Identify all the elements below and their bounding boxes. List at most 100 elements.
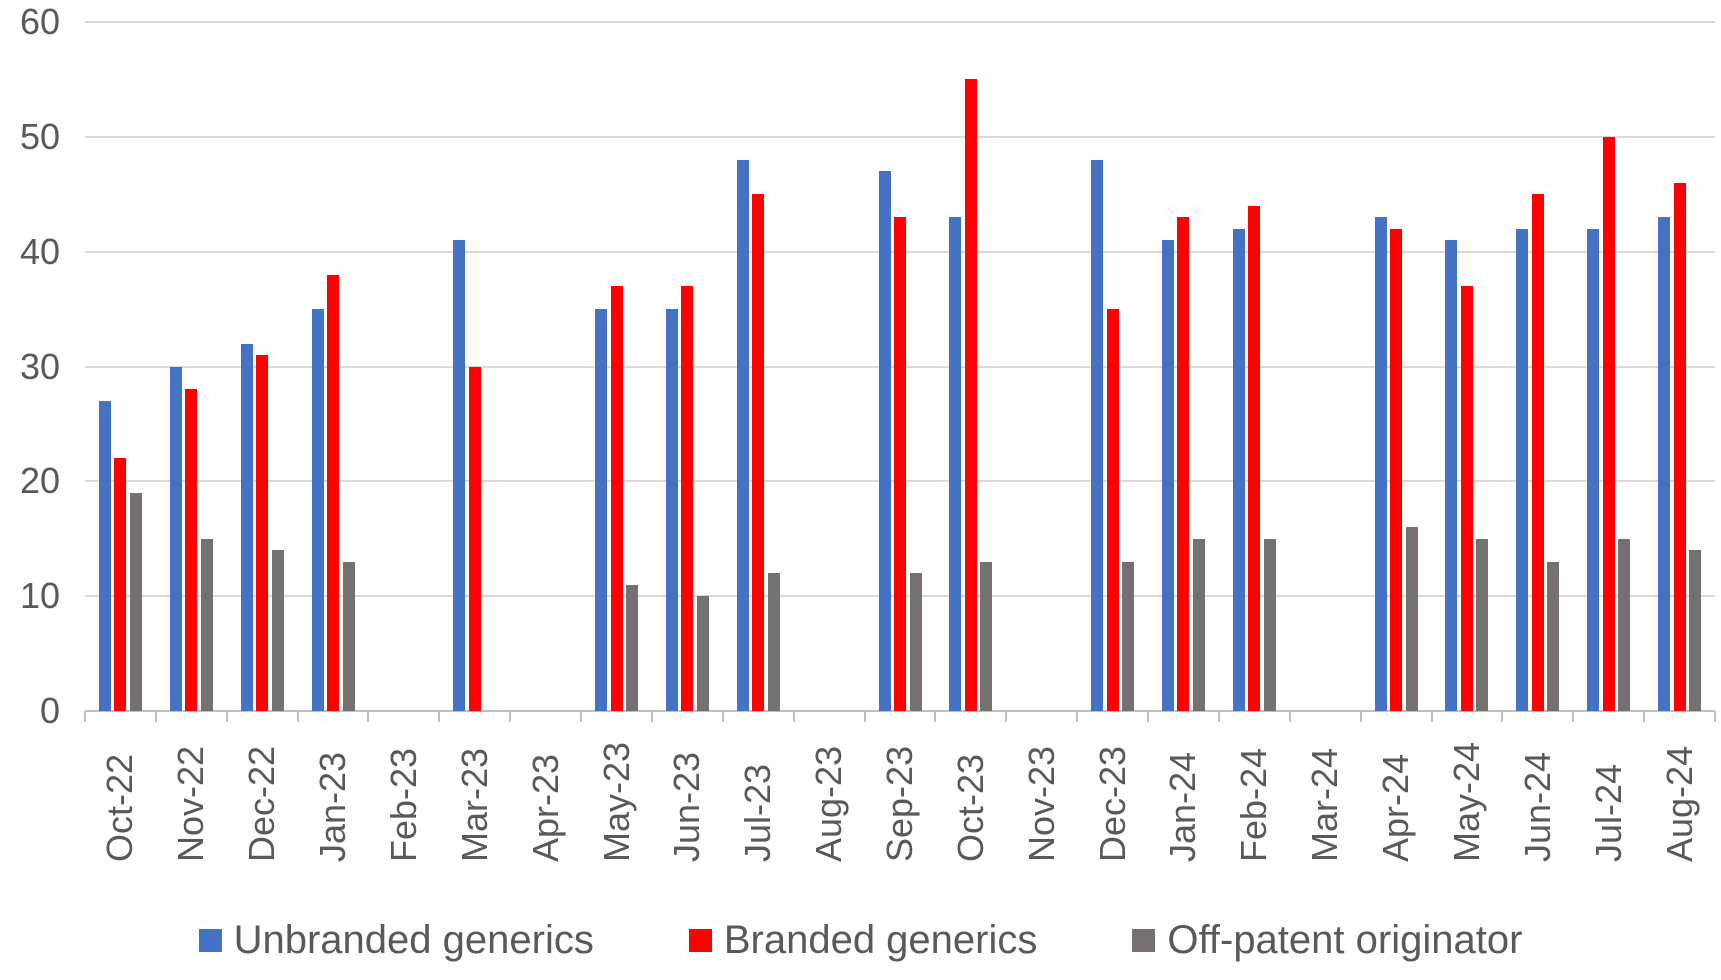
x-axis-tick-label-may-23: May-23	[595, 741, 637, 862]
bar-off-patent-originator-apr-24	[1405, 527, 1418, 711]
plot-area	[84, 21, 1716, 722]
bar-branded-generics-dec-23	[1106, 309, 1119, 711]
legend-swatch-branded-generics	[688, 929, 712, 952]
bar-branded-generics-apr-24	[1390, 228, 1403, 711]
bar-unbranded-generics-dec-23	[1091, 159, 1104, 711]
x-axis-tick-label-feb-24: Feb-24	[1233, 747, 1275, 862]
bar-unbranded-generics-jan-23	[311, 309, 324, 711]
x-axis-tick	[509, 711, 512, 722]
bar-branded-generics-oct-23	[964, 79, 977, 711]
bar-branded-generics-may-24	[1460, 286, 1473, 711]
legend-label: Unbranded generics	[233, 918, 594, 962]
bar-branded-generics-feb-24	[1248, 205, 1261, 711]
x-axis-tick-label-dec-22: Dec-22	[241, 745, 283, 862]
bar-off-patent-originator-jul-24	[1618, 538, 1631, 711]
x-axis-tick-label-aug-23: Aug-23	[808, 745, 850, 862]
bar-unbranded-generics-oct-23	[949, 217, 962, 711]
bar-off-patent-originator-aug-24	[1689, 550, 1702, 711]
bar-off-patent-originator-oct-23	[980, 561, 993, 711]
x-axis-tick-label-jan-23: Jan-23	[312, 751, 354, 862]
legend-label: Off-patent originator	[1167, 918, 1523, 962]
x-axis-tick	[1643, 711, 1646, 722]
x-axis-tick-label-apr-24: Apr-24	[1375, 753, 1417, 862]
bar-branded-generics-aug-24	[1673, 182, 1686, 711]
x-axis-tick	[1217, 711, 1220, 722]
x-axis-tick	[721, 711, 724, 722]
y-axis-tick-label-40: 40	[19, 230, 60, 272]
bar-unbranded-generics-jun-23	[665, 309, 678, 711]
y-axis-tick-label-0: 0	[39, 690, 60, 731]
bar-branded-generics-jan-24	[1177, 217, 1190, 711]
bar-off-patent-originator-jan-24	[1192, 538, 1205, 711]
x-axis-tick-label-jun-24: Jun-24	[1516, 751, 1558, 862]
x-axis-tick	[934, 711, 937, 722]
bar-off-patent-originator-jun-24	[1547, 561, 1560, 711]
x-axis-tick	[367, 711, 370, 722]
x-axis-tick	[438, 711, 441, 722]
x-axis-line	[85, 710, 1715, 712]
bar-off-patent-originator-oct-22	[129, 492, 142, 711]
x-axis-tick	[1501, 711, 1504, 722]
bar-unbranded-generics-jun-24	[1516, 228, 1529, 711]
bar-off-patent-originator-nov-22	[200, 538, 213, 711]
x-axis-tick-label-may-24: May-24	[1445, 741, 1487, 862]
x-axis-tick-label-jan-24: Jan-24	[1162, 751, 1204, 862]
x-axis-tick-label-jul-23: Jul-23	[737, 763, 779, 862]
x-axis-tick-label-jun-23: Jun-23	[666, 751, 708, 862]
x-axis-tick-label-nov-23: Nov-23	[1020, 745, 1062, 862]
bar-unbranded-generics-jul-23	[736, 159, 749, 711]
bar-branded-generics-nov-22	[185, 389, 198, 711]
x-axis-tick	[1147, 711, 1150, 722]
x-axis-tick-label-nov-22: Nov-22	[170, 745, 212, 862]
bar-unbranded-generics-aug-24	[1658, 217, 1671, 711]
bar-off-patent-originator-feb-24	[1263, 538, 1276, 711]
x-axis-tick-label-apr-23: Apr-23	[524, 753, 566, 862]
legend-swatch-unbranded-generics	[198, 929, 222, 952]
y-axis-tick-label-60: 60	[19, 1, 60, 42]
legend-label: Branded generics	[723, 918, 1038, 962]
x-axis-tick	[296, 711, 299, 722]
y-axis-tick-label-30: 30	[19, 345, 60, 387]
bar-unbranded-generics-nov-22	[169, 366, 182, 711]
x-axis-tick-label-mar-23: Mar-23	[453, 747, 495, 862]
legend-swatch-off-patent-originator	[1132, 929, 1156, 952]
bar-branded-generics-sep-23	[894, 217, 906, 711]
bar-unbranded-generics-oct-22	[98, 400, 111, 711]
x-axis-tick-label-oct-23: Oct-23	[949, 753, 991, 862]
x-axis-tick-label-jul-24: Jul-24	[1587, 763, 1629, 862]
bar-unbranded-generics-jan-24	[1161, 240, 1174, 711]
bar-branded-generics-mar-23	[468, 366, 481, 711]
bar-branded-generics-oct-22	[114, 458, 127, 711]
x-axis-tick	[1005, 711, 1008, 722]
x-axis-tick	[792, 711, 795, 722]
bar-off-patent-originator-sep-23	[909, 573, 922, 711]
x-axis-tick	[1430, 711, 1433, 722]
y-axis-tick-label-10: 10	[19, 575, 60, 617]
y-axis-tick-label-20: 20	[19, 460, 60, 502]
bar-off-patent-originator-jan-23	[342, 561, 355, 711]
bar-branded-generics-jul-24	[1602, 136, 1615, 711]
bar-off-patent-originator-jun-23	[696, 596, 709, 711]
bar-off-patent-originator-dec-22	[271, 550, 284, 711]
bar-branded-generics-jan-23	[327, 274, 340, 711]
gridline-50	[85, 135, 1715, 138]
bar-branded-generics-may-23	[610, 286, 623, 711]
x-axis-tick-label-aug-24: Aug-24	[1658, 745, 1700, 862]
bar-unbranded-generics-dec-22	[240, 343, 253, 711]
bar-branded-generics-jun-23	[681, 286, 694, 711]
bar-unbranded-generics-mar-23	[453, 240, 466, 711]
bar-branded-generics-jul-23	[752, 194, 765, 711]
bar-unbranded-generics-apr-24	[1374, 217, 1387, 711]
bar-unbranded-generics-jul-24	[1587, 228, 1600, 711]
legend-item-unbranded-generics: Unbranded generics	[198, 918, 594, 963]
x-axis-tick	[84, 711, 86, 722]
bar-branded-generics-dec-22	[256, 355, 269, 711]
x-axis-tick-label-mar-24: Mar-24	[1304, 747, 1346, 862]
bar-branded-generics-jun-24	[1531, 194, 1544, 711]
bar-off-patent-originator-may-24	[1476, 538, 1489, 711]
x-axis-tick-label-oct-22: Oct-22	[99, 753, 141, 862]
gridline-60	[85, 21, 1715, 23]
bar-unbranded-generics-may-23	[595, 309, 608, 711]
x-axis-tick-label-sep-23: Sep-23	[879, 745, 920, 862]
x-axis-tick	[1359, 711, 1362, 722]
